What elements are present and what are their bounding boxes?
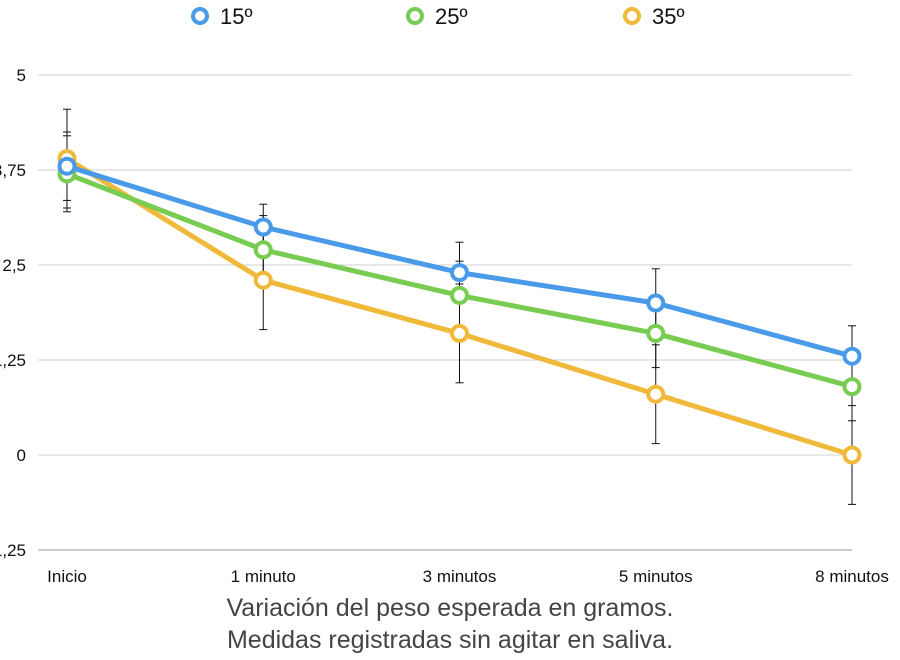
y-tick-label: 1,25	[0, 351, 26, 370]
chart-caption-line-2: Medidas registradas sin agitar en saliva…	[226, 626, 674, 654]
x-tick-label: 1 minuto	[231, 567, 296, 586]
data-point	[842, 346, 862, 366]
legend-marker-icon	[623, 7, 641, 25]
y-tick-label: 5	[17, 66, 26, 85]
legend-item-3: 35º	[623, 4, 685, 29]
data-point	[253, 217, 273, 237]
x-tick-label: 5 minutos	[619, 567, 693, 586]
legend-item-2: 25º	[406, 4, 468, 29]
gridlines	[38, 74, 852, 551]
data-point	[450, 323, 469, 343]
data-point	[842, 377, 862, 397]
data-point	[646, 384, 666, 404]
data-point	[646, 323, 666, 343]
data-point	[450, 263, 469, 283]
legend-item-1: 15º	[191, 4, 253, 29]
data-point	[646, 293, 666, 313]
legend-marker-icon	[191, 7, 209, 25]
data-point	[57, 156, 77, 176]
y-tick-label: 2,5	[2, 256, 26, 275]
data-point	[253, 270, 273, 290]
y-tick-label: 0	[17, 446, 26, 465]
data-point	[450, 285, 469, 305]
legend-label: 25º	[435, 4, 468, 29]
chart-caption-line-1: Variación del peso esperada en gramos.	[226, 594, 674, 622]
x-tick-label: 8 minutos	[815, 567, 889, 586]
y-tick-label: 3,75	[0, 161, 26, 180]
x-tick-label: Inicio	[47, 567, 87, 586]
legend-marker-icon	[406, 7, 424, 25]
y-tick-label: -1,25	[0, 541, 26, 560]
data-point	[842, 445, 862, 465]
error-bars-3	[63, 108, 856, 505]
legend-label: 35º	[652, 4, 685, 29]
legend-label: 15º	[220, 4, 253, 29]
data-point	[253, 240, 273, 260]
x-tick-label: 3 minutos	[423, 567, 497, 586]
